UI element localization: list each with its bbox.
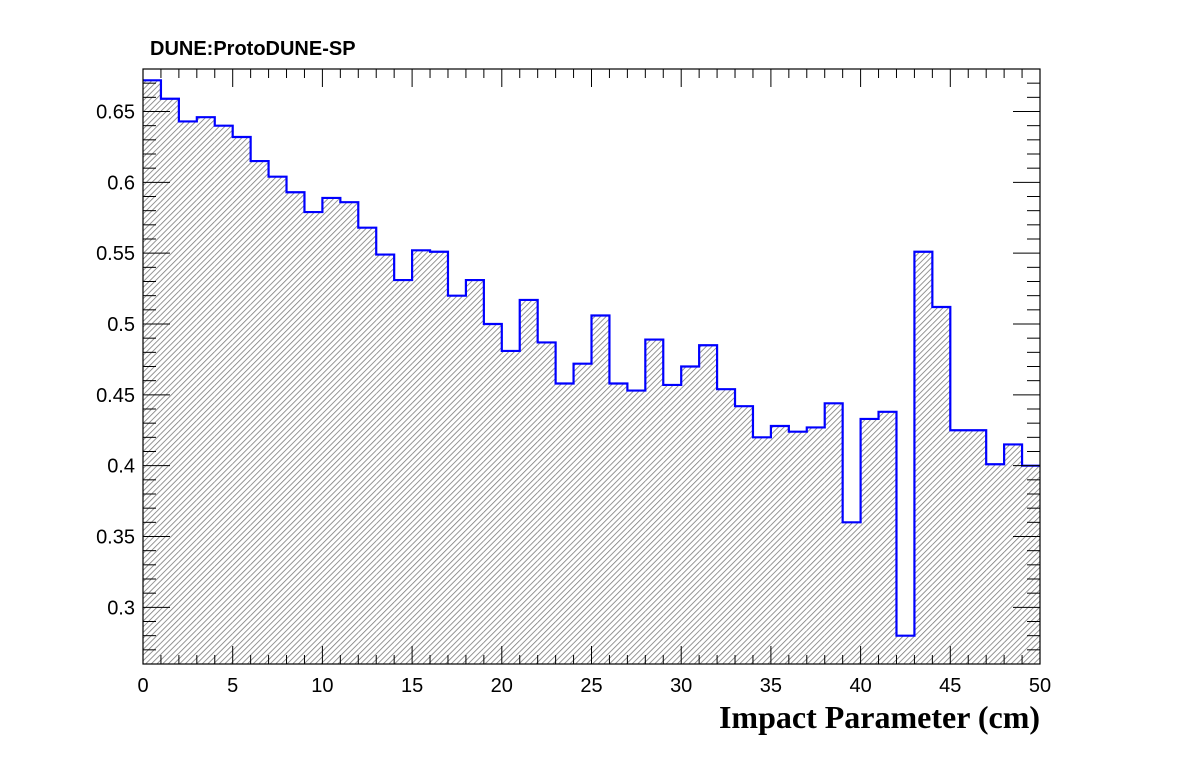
histogram-bin-46 [968,430,987,664]
histogram-bin-8 [286,192,305,664]
histogram-bin-41 [878,411,897,664]
x-tick-label: 40 [849,675,871,697]
histogram-bin-18 [465,280,484,664]
histogram-bin-20 [501,350,520,664]
x-tick-label: 25 [580,675,602,697]
histogram-bin-11 [340,202,359,664]
y-tick-label: 0.5 [107,314,135,336]
histogram-bin-2 [178,121,197,664]
histogram-bin-0 [143,80,161,665]
histogram-bin-16 [430,251,448,664]
histogram-bin-19 [483,324,502,664]
histogram-bin-35 [770,426,789,664]
x-tick-label: 10 [311,675,333,697]
histogram-bin-34 [752,437,771,664]
histogram-bin-30 [681,366,700,664]
histogram-bin-32 [717,389,736,664]
histogram-bin-13 [376,254,395,665]
histogram-bin-40 [860,418,879,664]
histogram-bin-23 [555,383,574,664]
x-axis-title: Impact Parameter (cm) [719,699,1040,735]
y-tick-label: 0.3 [107,597,135,619]
histogram-bin-37 [806,427,825,664]
y-tick-label: 0.65 [96,102,135,124]
x-tick-label: 50 [1029,675,1051,697]
x-tick-label: 45 [939,675,961,697]
histogram-bin-9 [304,212,323,665]
histogram-bin-47 [986,464,1005,664]
y-tick-label: 0.6 [107,172,135,194]
axis-labels: 0 5 10 15 20 25 30 35 40 45 50 0.3 0.35 0.4 0.45 0.5 0.5… [96,102,1051,698]
histogram-bin-21 [519,299,538,664]
chart-title: DUNE:ProtoDUNE-SP [150,38,356,60]
histogram-bin-42 [896,635,915,664]
histogram-bin-1 [160,98,179,664]
x-tick-label: 15 [401,675,423,697]
histogram-bin-24 [573,363,592,664]
histogram-bin-15 [412,250,431,665]
histogram-bin-29 [663,384,682,664]
histogram-bin-5 [232,137,251,664]
y-tick-label: 0.4 [107,456,135,478]
x-tick-label: 0 [137,675,148,697]
x-tick-label: 5 [227,675,238,697]
histogram-bin-26 [609,383,628,664]
histogram-bin-3 [196,117,215,664]
histogram-bin-48 [1004,444,1023,664]
y-tick-label: 0.35 [96,527,135,549]
axes-frame [142,68,1041,665]
histogram-bin-4 [214,125,233,664]
x-tick-label: 35 [760,675,782,697]
histogram-bin-39 [842,522,861,664]
histogram-bin-17 [447,295,466,664]
histogram-bin-43 [914,251,933,664]
histogram-bin-12 [358,227,377,664]
y-tick-label: 0.55 [96,243,135,265]
histogram-bin-22 [537,342,556,664]
histogram-fill-layer [143,80,1040,665]
x-tick-label: 20 [491,675,513,697]
histogram-bin-14 [394,280,413,664]
histogram-bin-36 [788,431,807,664]
histogram-bin-25 [591,315,610,664]
histogram-bin-28 [645,339,664,664]
y-tick-label: 0.45 [96,385,135,407]
histogram-bin-38 [824,403,843,664]
histogram-bin-7 [268,176,287,664]
histogram-step-line [143,79,1040,637]
histogram-bin-45 [950,430,969,664]
histogram-bin-6 [250,161,269,665]
histogram-bin-31 [699,345,718,664]
x-tick-label: 30 [670,675,692,697]
histogram-bin-33 [735,406,753,664]
histogram-bin-10 [322,197,341,664]
histogram-line-layer [143,79,1040,637]
histogram-bin-27 [627,390,646,664]
histogram-bin-44 [932,307,951,664]
